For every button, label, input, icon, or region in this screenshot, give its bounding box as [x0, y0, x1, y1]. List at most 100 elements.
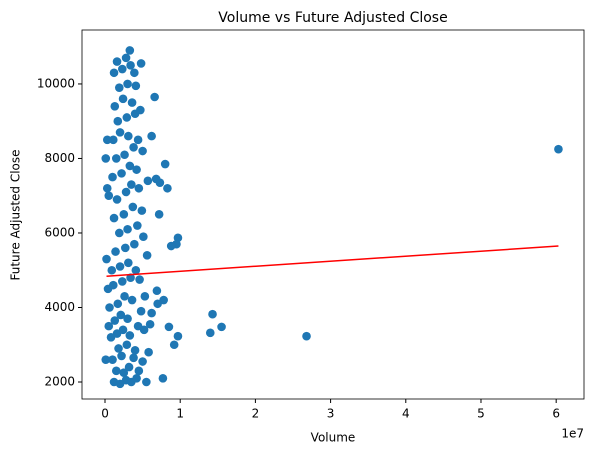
plot-frame [81, 29, 585, 400]
point [126, 61, 135, 70]
point [144, 347, 153, 357]
point [102, 135, 112, 145]
point [140, 292, 150, 301]
point [138, 146, 147, 156]
point [145, 319, 155, 329]
point [139, 232, 148, 242]
y-tick-label: 2000 [44, 375, 75, 389]
x-tick-label: 2 [252, 407, 260, 421]
point [102, 183, 112, 193]
point [110, 316, 120, 325]
point [108, 172, 117, 182]
x-tick-label: 3 [327, 407, 335, 421]
y-tick-label: 4000 [44, 300, 75, 314]
point [132, 373, 141, 383]
point [117, 351, 126, 361]
point [205, 328, 215, 338]
x-axis-label: Volume [311, 431, 356, 445]
point [127, 98, 137, 107]
point [120, 292, 129, 301]
point [123, 224, 132, 234]
point [114, 83, 124, 92]
point [134, 183, 144, 193]
point [137, 206, 147, 215]
point [118, 277, 127, 286]
point [302, 331, 311, 341]
point [121, 243, 130, 253]
point [163, 183, 172, 193]
point [153, 299, 162, 309]
point [166, 241, 176, 251]
point [122, 340, 132, 350]
point [104, 321, 114, 331]
point [111, 154, 121, 163]
point [115, 128, 125, 137]
point [111, 366, 121, 376]
point [133, 135, 143, 145]
point [122, 113, 132, 122]
y-tick-label: 6000 [44, 225, 75, 239]
point [114, 228, 124, 238]
point [131, 265, 141, 275]
trend-line [106, 245, 559, 277]
point [138, 357, 147, 366]
point [208, 309, 217, 319]
x-offset-label: 1e7 [561, 427, 584, 441]
point [113, 116, 123, 126]
point [105, 303, 114, 312]
point [118, 64, 127, 74]
point [113, 299, 123, 309]
point [114, 344, 123, 353]
point [112, 195, 122, 204]
point [131, 81, 141, 91]
point [108, 135, 118, 145]
point [108, 355, 117, 364]
point [119, 210, 129, 219]
point [124, 362, 134, 372]
point [102, 254, 111, 264]
point [126, 273, 135, 282]
point [130, 346, 140, 355]
point [164, 322, 174, 332]
point [158, 373, 168, 383]
point [136, 105, 145, 115]
point [132, 165, 141, 174]
point [151, 174, 161, 184]
point [101, 154, 111, 163]
point [117, 169, 126, 178]
point [101, 355, 111, 364]
point [107, 265, 117, 275]
point [147, 131, 156, 141]
point [130, 239, 139, 249]
point [136, 306, 146, 316]
point [129, 353, 138, 363]
point [120, 150, 129, 160]
point [154, 210, 164, 219]
point [127, 295, 137, 305]
x-tick-label: 4 [402, 407, 410, 421]
x-tick-label: 6 [552, 407, 560, 421]
point [109, 213, 119, 223]
point [124, 131, 133, 141]
point [169, 340, 179, 350]
point [121, 53, 131, 63]
point [217, 322, 226, 332]
point [130, 68, 139, 78]
point [150, 92, 159, 102]
point [135, 275, 144, 284]
point [104, 191, 114, 201]
point [139, 325, 149, 335]
point [142, 251, 152, 260]
point [116, 310, 126, 320]
point [111, 247, 120, 256]
point [124, 258, 133, 268]
point [110, 102, 120, 111]
point [554, 144, 563, 154]
point [125, 161, 135, 171]
point [108, 280, 118, 290]
point [118, 325, 128, 335]
point [128, 202, 138, 212]
x-tick-label: 1 [176, 407, 184, 421]
